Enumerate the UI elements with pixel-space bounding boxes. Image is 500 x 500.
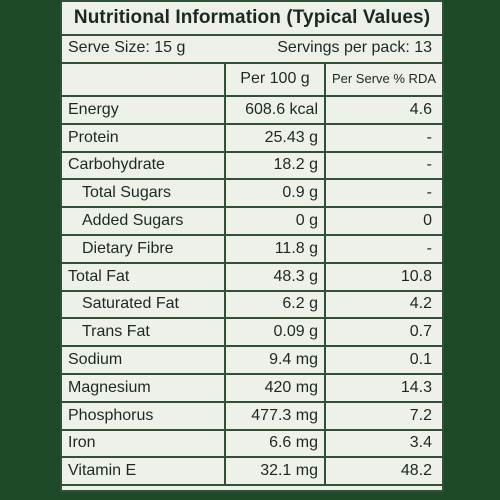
table-row: Total Sugars 0.9 g -	[62, 178, 442, 209]
table-row: Iron 6.6 mg 3.4	[62, 428, 442, 459]
rda-value: -	[324, 178, 442, 209]
table-row: Phosphorus 477.3 mg 7.2	[62, 400, 442, 431]
nutrient-name: Total Sugars	[62, 178, 226, 209]
per-100g-value: 6.2 g	[224, 289, 326, 320]
table-row: Sodium 9.4 mg 0.1	[62, 345, 442, 375]
nutrient-name: Dietary Fibre	[62, 233, 226, 264]
rda-value: 48.2	[324, 456, 442, 487]
per-100g-value: 6.6 mg	[224, 428, 326, 459]
nutrient-name: Added Sugars	[62, 206, 226, 236]
per-100g-value: 477.3 mg	[224, 400, 326, 431]
per-100g-value: 0.09 g	[224, 317, 326, 348]
per-100g-value: 32.1 mg	[224, 456, 326, 487]
header-per-serve-rda: Per Serve % RDA	[324, 62, 442, 97]
per-100g-value: 608.6 kcal	[224, 95, 326, 125]
table-row: Energy 608.6 kcal 4.6	[62, 95, 442, 125]
nutrient-name: Magnesium	[62, 372, 226, 403]
per-100g-value: 9.4 mg	[224, 345, 326, 375]
per-100g-value: 25.43 g	[224, 122, 326, 153]
table-row: Added Sugars 0 g 0	[62, 206, 442, 236]
rda-value: 14.3	[324, 372, 442, 403]
rda-value: 4.6	[324, 95, 442, 125]
per-100g-value: 420 mg	[224, 372, 326, 403]
header-row: Per 100 g Per Serve % RDA	[62, 62, 442, 97]
rda-value: -	[324, 122, 442, 153]
rda-value: 3.4	[324, 428, 442, 459]
per-100g-value: 48.3 g	[224, 261, 326, 292]
nutrient-name: Total Fat	[62, 261, 226, 292]
rda-value: 10.8	[324, 261, 442, 292]
rda-value: 0	[324, 206, 442, 236]
rda-value: -	[324, 150, 442, 181]
nutrition-label-panel: Nutritional Information (Typical Values)…	[60, 0, 444, 492]
nutrient-name: Carbohydrate	[62, 150, 226, 181]
serving-info-row: Serve Size: 15 g Servings per pack: 13	[62, 34, 442, 64]
nutrient-name: Protein	[62, 122, 226, 153]
rda-value: 0.7	[324, 317, 442, 348]
nutrient-name: Sodium	[62, 345, 226, 375]
table-row: Dietary Fibre 11.8 g -	[62, 233, 442, 264]
serve-size: Serve Size: 15 g	[68, 39, 186, 56]
table-row: Vitamin E 32.1 mg 48.2	[62, 456, 442, 487]
per-100g-value: 0.9 g	[224, 178, 326, 209]
nutrient-name: Vitamin E	[62, 456, 226, 487]
table-row: Trans Fat 0.09 g 0.7	[62, 317, 442, 348]
header-nutrient	[62, 62, 226, 97]
label-title: Nutritional Information (Typical Values)	[62, 2, 442, 36]
nutrient-name: Saturated Fat	[62, 289, 226, 320]
table-row: Total Fat 48.3 g 10.8	[62, 261, 442, 292]
servings-per-pack: Servings per pack: 13	[277, 39, 432, 56]
nutrient-name: Trans Fat	[62, 317, 226, 348]
rda-value: 4.2	[324, 289, 442, 320]
rda-value: -	[324, 233, 442, 264]
per-100g-value: 18.2 g	[224, 150, 326, 181]
table-row: Saturated Fat 6.2 g 4.2	[62, 289, 442, 320]
nutrient-name: Iron	[62, 428, 226, 459]
nutrient-name: Energy	[62, 95, 226, 125]
rda-value: 7.2	[324, 400, 442, 431]
rda-value: 0.1	[324, 345, 442, 375]
header-per-100g: Per 100 g	[224, 62, 326, 97]
nutrition-table: Per 100 g Per Serve % RDA Energy 608.6 k…	[62, 62, 442, 487]
table-row: Magnesium 420 mg 14.3	[62, 372, 442, 403]
per-100g-value: 0 g	[224, 206, 326, 236]
nutrient-name: Phosphorus	[62, 400, 226, 431]
per-100g-value: 11.8 g	[224, 233, 326, 264]
table-row: Protein 25.43 g -	[62, 122, 442, 153]
table-row: Carbohydrate 18.2 g -	[62, 150, 442, 181]
